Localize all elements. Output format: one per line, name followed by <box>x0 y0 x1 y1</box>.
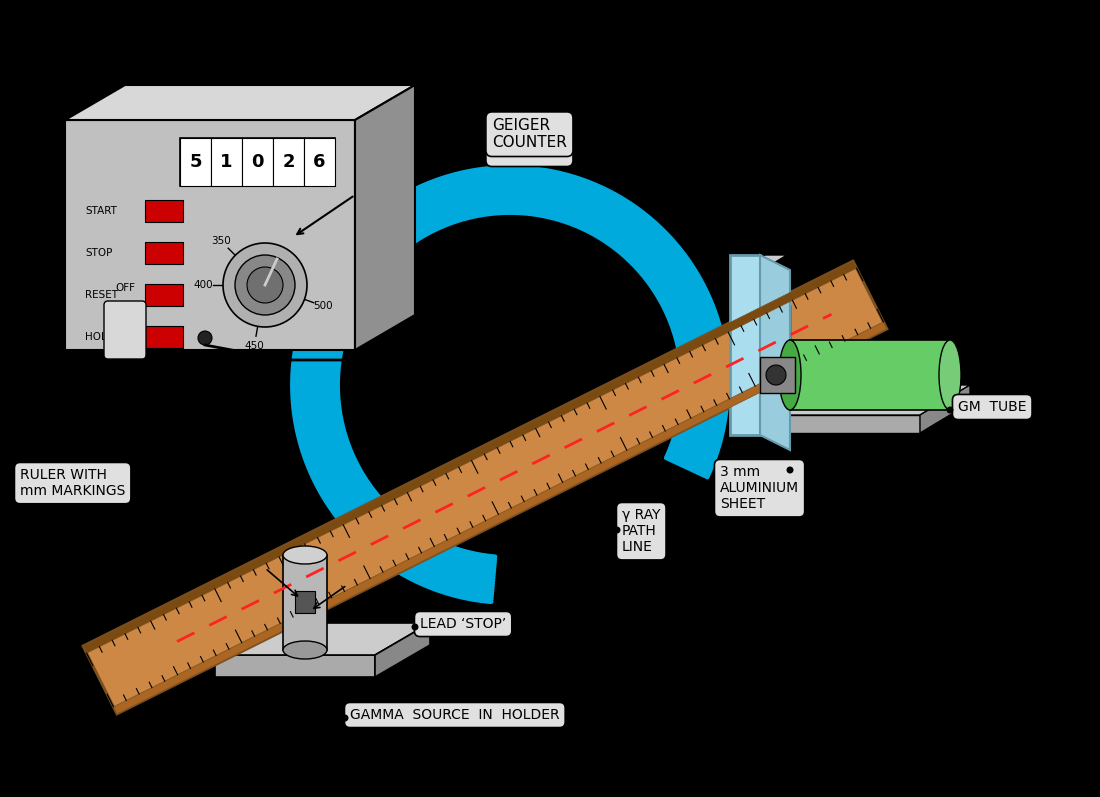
Text: 5: 5 <box>189 153 201 171</box>
FancyBboxPatch shape <box>104 301 146 359</box>
Bar <box>145 200 183 222</box>
Bar <box>145 326 183 348</box>
Text: 6: 6 <box>314 153 326 171</box>
Polygon shape <box>770 305 790 400</box>
Polygon shape <box>355 85 415 350</box>
Text: HOLD: HOLD <box>85 332 114 342</box>
Bar <box>273 138 304 186</box>
Polygon shape <box>760 255 790 450</box>
Text: LEAD ‘STOP’: LEAD ‘STOP’ <box>420 617 506 631</box>
Circle shape <box>786 466 793 473</box>
Circle shape <box>476 148 484 155</box>
Polygon shape <box>375 623 430 677</box>
Bar <box>242 138 273 186</box>
Text: 500: 500 <box>314 301 333 311</box>
Polygon shape <box>730 385 970 415</box>
Polygon shape <box>113 322 887 714</box>
Ellipse shape <box>779 340 801 410</box>
Text: ON: ON <box>117 357 133 367</box>
Bar <box>211 138 242 186</box>
Circle shape <box>223 243 307 327</box>
Circle shape <box>946 406 954 414</box>
Polygon shape <box>214 623 430 655</box>
Circle shape <box>766 365 786 385</box>
Polygon shape <box>283 555 327 650</box>
Text: 2: 2 <box>283 153 295 171</box>
Text: RESET: RESET <box>85 290 118 300</box>
Polygon shape <box>730 415 920 433</box>
Polygon shape <box>65 120 355 350</box>
Circle shape <box>476 148 484 155</box>
Text: 0: 0 <box>251 153 264 171</box>
Text: 400: 400 <box>194 280 212 290</box>
Ellipse shape <box>283 641 327 659</box>
Bar <box>304 138 336 186</box>
Text: OFF: OFF <box>116 283 135 293</box>
Circle shape <box>235 255 295 315</box>
Text: START: START <box>85 206 117 216</box>
Text: GAMMA  SOURCE  IN  HOLDER: GAMMA SOURCE IN HOLDER <box>350 708 560 722</box>
Circle shape <box>341 714 349 721</box>
Text: GM  TUBE: GM TUBE <box>958 400 1026 414</box>
Bar <box>180 138 211 186</box>
Polygon shape <box>65 85 415 120</box>
Polygon shape <box>82 261 857 654</box>
Text: GEIGER
COUNTER: GEIGER COUNTER <box>492 118 566 151</box>
Bar <box>760 357 795 393</box>
Polygon shape <box>740 255 786 270</box>
Bar <box>180 138 336 186</box>
Circle shape <box>248 267 283 303</box>
Circle shape <box>198 331 212 345</box>
Text: 450: 450 <box>244 341 264 351</box>
Polygon shape <box>214 655 375 677</box>
Polygon shape <box>82 261 887 714</box>
Polygon shape <box>920 385 970 433</box>
Polygon shape <box>740 270 762 420</box>
Text: 350: 350 <box>211 236 231 246</box>
Text: 3 mm
ALUMINIUM
SHEET: 3 mm ALUMINIUM SHEET <box>720 465 799 512</box>
Ellipse shape <box>939 340 961 410</box>
Bar <box>145 284 183 306</box>
Text: 1: 1 <box>220 153 233 171</box>
Text: γ RAY
PATH
LINE: γ RAY PATH LINE <box>621 508 660 555</box>
Text: RULER WITH
mm MARKINGS: RULER WITH mm MARKINGS <box>20 468 125 498</box>
Ellipse shape <box>283 546 327 564</box>
Circle shape <box>411 623 418 630</box>
Circle shape <box>195 485 201 492</box>
Bar <box>145 242 183 264</box>
Polygon shape <box>730 255 760 435</box>
Polygon shape <box>790 340 950 410</box>
Circle shape <box>614 527 620 533</box>
Text: STOP: STOP <box>85 248 112 258</box>
Text: GEIGER
COUNTER: GEIGER COUNTER <box>492 128 566 160</box>
Bar <box>295 591 315 613</box>
